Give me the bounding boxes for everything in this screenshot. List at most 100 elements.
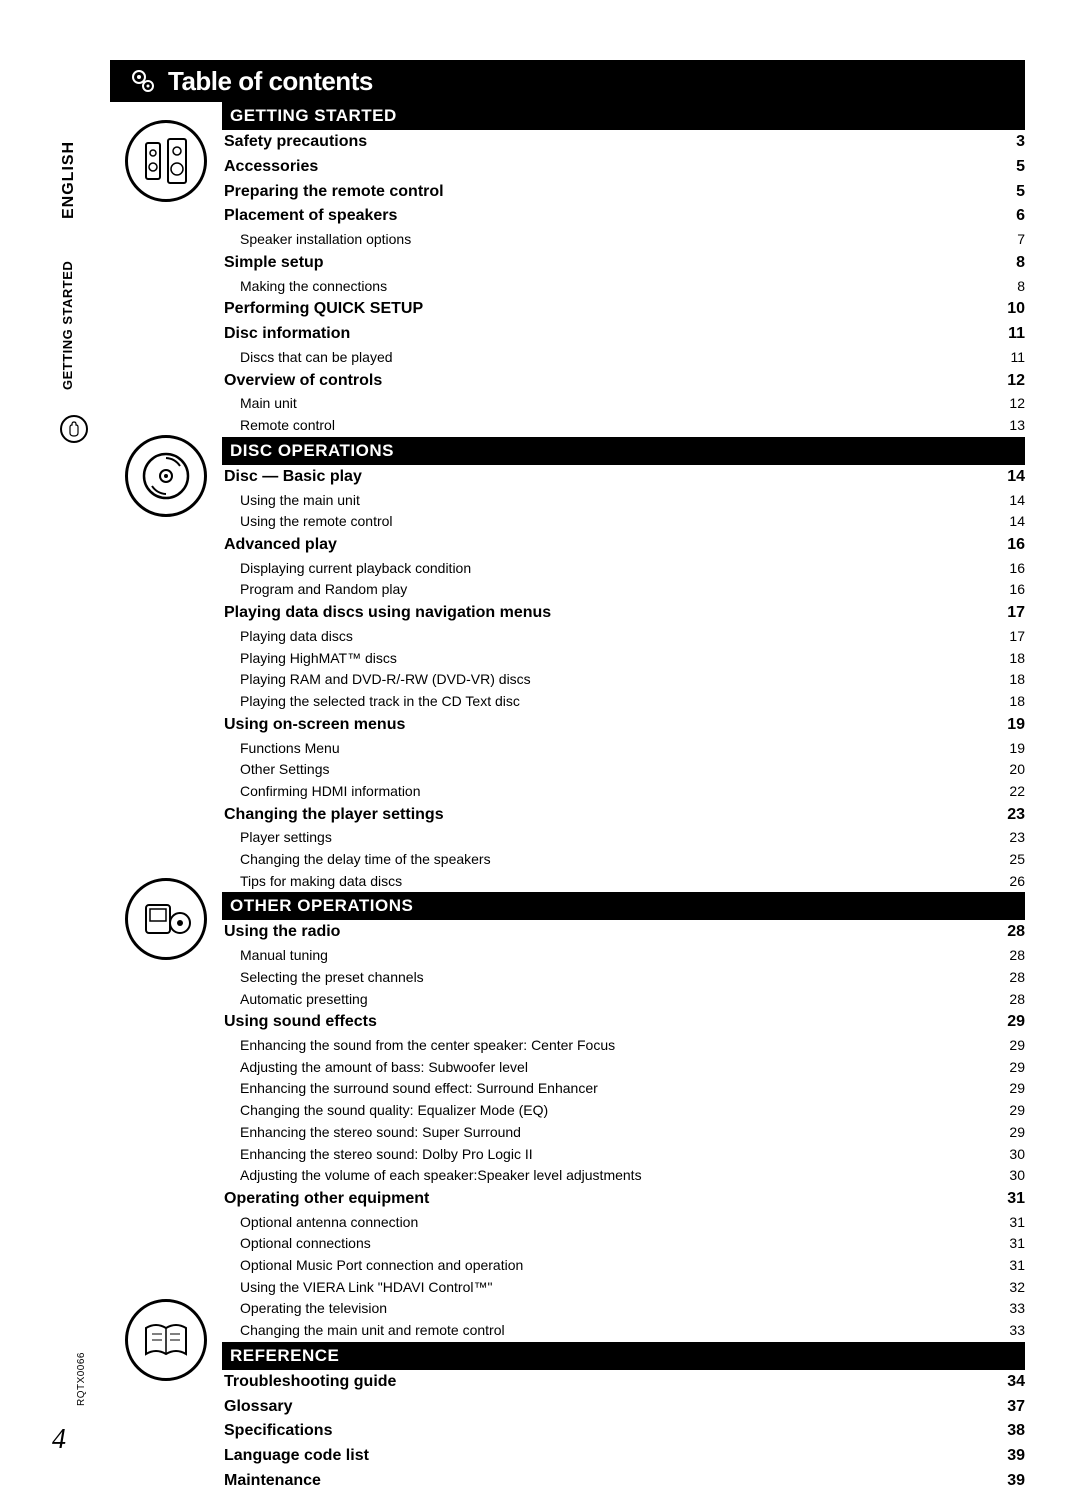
toc-page: 18: [1007, 691, 1025, 713]
toc-label: Enhancing the stereo sound: Dolby Pro Lo…: [222, 1144, 533, 1166]
toc-page: 29: [1005, 1010, 1025, 1035]
toc-page: 10: [1005, 297, 1025, 322]
toc-label: Displaying current playback condition: [222, 558, 471, 580]
toc-page: 8: [1015, 276, 1025, 298]
toc-label: Changing the delay time of the speakers: [222, 849, 491, 871]
toc-label: Safety precautions: [222, 130, 367, 155]
toc-label: Maintenance: [222, 1469, 321, 1494]
toc-label: Functions Menu: [222, 738, 340, 760]
toc-page: 31: [1007, 1255, 1025, 1277]
toc-page: 5: [1014, 155, 1025, 180]
toc-label: Manual tuning: [222, 945, 328, 967]
toc-label: Optional Music Port connection and opera…: [222, 1255, 523, 1277]
disc-icon: [125, 435, 207, 517]
toc-page: 34: [1005, 1370, 1025, 1395]
toc-page: 14: [1007, 511, 1025, 533]
toc-page: 6: [1014, 204, 1025, 229]
toc-label: Changing the sound quality: Equalizer Mo…: [222, 1100, 548, 1122]
toc-entry: Enhancing the surround sound effect: Sur…: [222, 1078, 1025, 1100]
toc-label: Playing data discs using navigation menu…: [222, 601, 551, 626]
toc-label: Using the VIERA Link "HDAVI Control™": [222, 1277, 492, 1299]
toc-entry: Using sound effects29: [222, 1010, 1025, 1035]
toc-label: Using the remote control: [222, 511, 393, 533]
toc-label: Enhancing the sound from the center spea…: [222, 1035, 615, 1057]
toc-entry: Program and Random play16: [222, 579, 1025, 601]
toc-page: 39: [1005, 1444, 1025, 1469]
toc-page: 5: [1014, 180, 1025, 205]
toc-label: Playing HighMAT™ discs: [222, 648, 397, 670]
toc-page: 28: [1007, 945, 1025, 967]
toc-page: 26: [1007, 871, 1025, 893]
toc-page: 12: [1005, 369, 1025, 394]
toc-entry: Automatic presetting28: [222, 989, 1025, 1011]
toc-entry: Optional Music Port connection and opera…: [222, 1255, 1025, 1277]
toc-label: Other Settings: [222, 759, 330, 781]
toc-label: Disc — Basic play: [222, 465, 362, 490]
toc-page: 17: [1005, 601, 1025, 626]
toc-entry: Remote control13: [222, 415, 1025, 437]
toc-entry: Specifications 38: [222, 1419, 1025, 1444]
toc-page: 18: [1007, 648, 1025, 670]
toc-page: 17: [1007, 626, 1025, 648]
page-number: 4: [52, 1424, 66, 1456]
toc-entry: Displaying current playback condition 16: [222, 558, 1025, 580]
toc-label: Using the main unit: [222, 490, 360, 512]
toc-label: Player settings: [222, 827, 332, 849]
toc-entry: Enhancing the stereo sound: Super Surrou…: [222, 1122, 1025, 1144]
toc-page: 19: [1005, 713, 1025, 738]
section-header: GETTING STARTED: [222, 102, 1025, 130]
toc-entry: Confirming HDMI information 22: [222, 781, 1025, 803]
toc-label: Main unit: [222, 393, 297, 415]
toc-page: 33: [1007, 1298, 1025, 1320]
toc-entry: Other Settings 20: [222, 759, 1025, 781]
toc-label: Speaker installation options: [222, 229, 411, 251]
toc-label: Disc information: [222, 322, 350, 347]
page-title: Table of contents: [168, 66, 373, 97]
toc-entry: Selecting the preset channels28: [222, 967, 1025, 989]
toc-page: 37: [1005, 1395, 1025, 1420]
toc-page: 32: [1007, 1277, 1025, 1299]
toc-entry: Playing RAM and DVD-R/-RW (DVD-VR) discs…: [222, 669, 1025, 691]
toc-entry: Placement of speakers6: [222, 204, 1025, 229]
toc-page: 20: [1007, 759, 1025, 781]
toc-entry: Glossary37: [222, 1395, 1025, 1420]
toc-entry: Tips for making data discs26: [222, 871, 1025, 893]
toc-entry: Optional connections31: [222, 1233, 1025, 1255]
toc-page: 16: [1007, 579, 1025, 601]
toc-label: Enhancing the stereo sound: Super Surrou…: [222, 1122, 521, 1144]
toc-label: Remote control: [222, 415, 335, 437]
toc-label: Automatic presetting: [222, 989, 368, 1011]
toc-label: Advanced play: [222, 533, 337, 558]
toc-entry: Overview of controls12: [222, 369, 1025, 394]
toc-entry: Changing the sound quality: Equalizer Mo…: [222, 1100, 1025, 1122]
document-code: RQTX0066: [76, 1352, 87, 1406]
toc-entry: Operating the television33: [222, 1298, 1025, 1320]
toc-entry: Discs that can be played11: [222, 347, 1025, 369]
toc-entry: Speaker installation options7: [222, 229, 1025, 251]
toc-label: Using the radio: [222, 920, 340, 945]
toc-label: Accessories: [222, 155, 318, 180]
toc-label: Troubleshooting guide: [222, 1370, 396, 1395]
toc-entry: Using the main unit 14: [222, 490, 1025, 512]
toc-page: 16: [1007, 558, 1025, 580]
section-header: REFERENCE: [222, 1342, 1025, 1370]
toc-page: 25: [1007, 849, 1025, 871]
toc-page: 31: [1007, 1233, 1025, 1255]
toc-entry: Changing the delay time of the speakers 2…: [222, 849, 1025, 871]
toc-label: Adjusting the amount of bass: Subwoofer …: [222, 1057, 528, 1079]
toc-page: 23: [1005, 803, 1025, 828]
book-icon: [125, 1299, 207, 1381]
section-header: DISC OPERATIONS: [222, 437, 1025, 465]
toc-page: 22: [1007, 781, 1025, 803]
toc-page: 16: [1005, 533, 1025, 558]
toc-page: 38: [1005, 1419, 1025, 1444]
toc-gear-icon: [128, 66, 158, 96]
toc-entry: Language code list39: [222, 1444, 1025, 1469]
toc-label: Confirming HDMI information: [222, 781, 421, 803]
toc-page: 14: [1007, 490, 1025, 512]
toc-label: Specifications: [222, 1419, 332, 1444]
hand-icon: [60, 415, 88, 443]
toc-page: 28: [1005, 920, 1025, 945]
toc-label: Operating other equipment: [222, 1187, 429, 1212]
toc-page: 30: [1007, 1144, 1025, 1166]
